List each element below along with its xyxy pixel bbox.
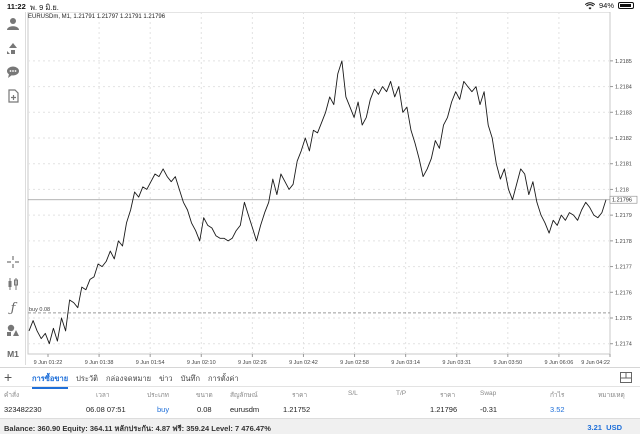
tab-3[interactable]: ข่าว [159, 374, 173, 383]
price-chart-svg[interactable]: 1.2174 1.2175 1.2176 1.2177 1.2178 1.2179 1.21… [26, 12, 640, 367]
x-tick-label: 9 Jun 03:14 [391, 360, 420, 366]
current-price-box [609, 195, 638, 204]
order-line-label: buy 0.08 [29, 307, 50, 313]
status-bar: 11:22 พ. 9 มิ.ย. 94% [0, 0, 640, 12]
y-tick-label: 1.2178 [615, 239, 632, 245]
account-summary: Balance: 360.90 Equity: 364.11 หลักประกั… [4, 424, 271, 433]
x-tick-label: 9 Jun 02:10 [187, 360, 216, 366]
account-icon[interactable] [4, 15, 22, 33]
tab-5[interactable]: การตั้งค่า [208, 374, 239, 383]
y-tick-label: 1.2174 [615, 342, 632, 348]
y-tick-label: 1.2183 [615, 110, 632, 116]
new-order-button[interactable]: + [4, 369, 13, 385]
status-time: 11:22 [7, 2, 26, 11]
y-tick-label: 1.2181 [615, 162, 632, 168]
indicators-icon[interactable]: ƒ [10, 300, 16, 316]
layout-toggle-icon[interactable] [620, 372, 632, 383]
current-price-label: 1.21796 [612, 198, 632, 204]
candlestick-icon[interactable] [4, 275, 22, 293]
terminal-tab-bar: + การซื้อขาย ประวัติ กล่องจดหมาย ข่าว บันทึก… [0, 367, 640, 389]
price-chart[interactable]: 1.2174 1.2175 1.2176 1.2177 1.2178 1.2179 1.21… [26, 12, 640, 367]
x-tick-label: 9 Jun 03:50 [493, 360, 522, 366]
column-header[interactable]: ราคา [292, 392, 308, 399]
column-header[interactable]: T/P [396, 390, 407, 397]
column-header[interactable]: สัญลักษณ์ [230, 392, 258, 399]
y-tick-label: 1.2176 [615, 290, 632, 296]
new-document-icon[interactable] [4, 87, 22, 105]
column-header[interactable]: กำไร [550, 392, 565, 399]
column-header[interactable]: หมายเหตุ [598, 392, 625, 399]
order-size: 0.08 [197, 405, 212, 414]
battery-icon [618, 2, 634, 9]
column-header[interactable]: ขนาด [196, 392, 213, 399]
y-tick-label: 1.218 [615, 187, 629, 193]
column-header[interactable]: เวลา [96, 392, 110, 399]
x-tick-label: 9 Jun 03:31 [442, 360, 471, 366]
total-profit-value: 3.21 [587, 423, 602, 432]
price-series-line [28, 60, 607, 345]
x-tick-label: 9 Jun 01:22 [34, 360, 63, 366]
y-tick-label: 1.2184 [615, 85, 632, 91]
x-tick-label: 9 Jun 04:22 [581, 360, 610, 366]
tab-0[interactable]: การซื้อขาย [32, 373, 69, 389]
open-price: 1.21752 [283, 405, 311, 414]
x-tick-label: 9 Jun 02:26 [238, 360, 267, 366]
order-type: buy [157, 405, 170, 414]
x-tick-label: 9 Jun 06:06 [545, 360, 574, 366]
profit-value: 3.52 [550, 405, 565, 414]
column-header[interactable]: Swap [480, 390, 497, 397]
current-price: 1.21796 [430, 405, 458, 414]
account-summary-bar: Balance: 360.90 Equity: 364.11 หลักประกั… [0, 418, 640, 434]
status-right: 94% [584, 1, 634, 10]
swap-value: -0.31 [480, 405, 498, 414]
x-tick-label: 9 Jun 02:58 [340, 360, 369, 366]
column-header[interactable]: ราคา [440, 392, 456, 399]
order-time: 06.08 07:51 [86, 405, 126, 414]
tab-4[interactable]: บันทึก [180, 374, 201, 383]
trade-table-header: คำสั่ง เวลา ประเภท ขนาด สัญลักษณ์ ราคา S/L T/P ร… [0, 387, 640, 401]
tab-1[interactable]: ประวัติ [76, 374, 99, 383]
crosshair-icon[interactable] [4, 253, 22, 271]
order-id: 323482230 [4, 405, 42, 414]
plot-frame [27, 12, 611, 355]
order-symbol: eurusdm [230, 405, 260, 414]
y-tick-label: 1.2175 [615, 316, 632, 322]
x-tick-label: 9 Jun 01:54 [136, 360, 165, 366]
table-row[interactable]: 323482230 06.08 07:51 buy 0.08 eurusdm 1… [0, 403, 640, 417]
terminal-tabs: การซื้อขาย ประวัติ กล่องจดหมาย ข่าว บันทึก กา… [32, 373, 239, 389]
battery-percent: 94% [598, 1, 614, 10]
y-tick-label: 1.2182 [615, 136, 632, 142]
total-profit: 3.21 USD [587, 423, 622, 432]
y-tick-label: 1.2177 [615, 265, 632, 271]
total-profit-currency: USD [606, 423, 622, 432]
symbol-info: EURUSDm, M1, 1.21791 1.21797 1.21791 1.2… [28, 14, 166, 20]
battery-level [620, 4, 632, 7]
column-header[interactable]: คำสั่ง [4, 392, 20, 399]
objects-icon[interactable] [4, 321, 22, 339]
chat-icon[interactable] [4, 63, 22, 81]
wifi-icon [584, 1, 595, 9]
column-header[interactable]: ประเภท [147, 392, 169, 399]
tab-2[interactable]: กล่องจดหมาย [106, 374, 152, 383]
column-header[interactable]: S/L [348, 390, 358, 397]
trade-arrows-icon[interactable] [4, 39, 22, 57]
x-tick-label: 9 Jun 02:42 [289, 360, 318, 366]
x-tick-label: 9 Jun 01:38 [85, 360, 114, 366]
status-date: พ. 9 มิ.ย. [30, 3, 59, 12]
y-tick-label: 1.2179 [615, 213, 632, 219]
chart-toolbar: ƒ M1 [0, 12, 26, 365]
timeframe-button[interactable]: M1 [7, 349, 19, 359]
y-tick-label: 1.2185 [615, 59, 632, 65]
